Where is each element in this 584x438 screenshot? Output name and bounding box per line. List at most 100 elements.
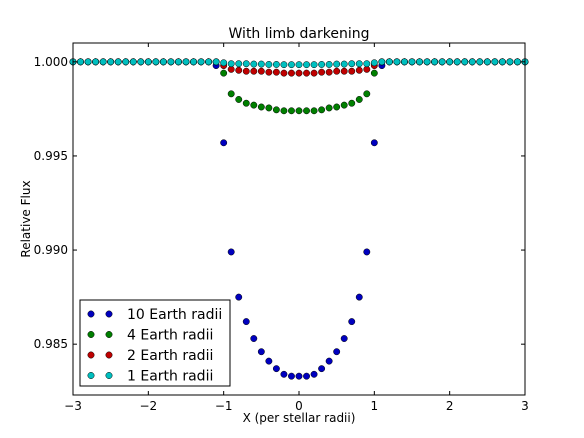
data-point <box>333 103 341 111</box>
data-point <box>242 318 250 326</box>
data-point <box>355 96 363 103</box>
legend-marker <box>105 351 113 359</box>
legend-marker <box>87 351 95 359</box>
legend-label: 1 Earth radii <box>127 369 213 385</box>
data-point <box>514 58 521 66</box>
data-point <box>242 67 250 75</box>
data-point <box>242 99 250 107</box>
data-point <box>363 248 371 256</box>
x-tick-label: 0 <box>295 399 303 413</box>
data-point <box>280 107 288 115</box>
data-point <box>333 348 341 356</box>
data-point <box>242 60 250 68</box>
data-point <box>272 365 280 373</box>
data-point <box>325 357 333 365</box>
data-point <box>295 372 303 380</box>
data-point <box>175 58 182 66</box>
y-tick-label: 0.985 <box>34 337 68 351</box>
data-point <box>491 58 499 66</box>
legend-entry: 4 Earth radii <box>87 328 213 344</box>
data-point <box>340 67 348 75</box>
data-point <box>340 335 348 342</box>
data-point <box>408 58 416 66</box>
data-point <box>303 61 310 69</box>
legend-entry: 2 Earth radii <box>87 348 213 364</box>
data-point <box>92 58 100 66</box>
data-point <box>257 348 265 356</box>
data-point <box>348 99 356 107</box>
data-point <box>77 58 84 66</box>
data-point <box>333 67 341 75</box>
data-point <box>401 58 408 66</box>
data-point <box>498 58 506 66</box>
data-point <box>288 69 295 77</box>
x-tick-label: 1 <box>371 399 379 413</box>
x-tick-label: 3 <box>521 399 529 413</box>
x-tick-label: −2 <box>139 399 157 413</box>
data-point <box>220 69 228 77</box>
data-point <box>340 101 348 109</box>
data-point <box>310 69 318 77</box>
x-tick-label: −1 <box>215 399 233 413</box>
data-point <box>348 318 356 326</box>
data-point <box>310 370 318 378</box>
data-point <box>272 61 280 68</box>
data-point <box>370 139 378 147</box>
data-marks <box>69 58 529 380</box>
data-point <box>167 58 175 66</box>
data-point <box>318 106 326 114</box>
data-point <box>227 60 235 68</box>
data-point <box>295 61 303 69</box>
legend-marker <box>87 372 95 379</box>
data-point <box>235 66 243 74</box>
axis-ticks: −3 −2 −1 0 1 2 3 0.985 0.990 0.995 1.000 <box>34 43 529 413</box>
data-point <box>220 139 228 147</box>
legend-marker <box>87 310 95 318</box>
data-point <box>280 69 288 77</box>
legend: 10 Earth radii 4 Earth radii 2 Earth radii… <box>79 299 231 387</box>
data-point <box>250 60 258 68</box>
data-point <box>385 58 393 66</box>
data-point <box>84 58 92 66</box>
data-point <box>288 372 295 380</box>
data-point <box>483 58 491 66</box>
data-point <box>235 96 243 103</box>
data-point <box>212 58 220 66</box>
chart-title: With limb darkening <box>229 26 370 42</box>
legend-marker <box>105 372 113 379</box>
data-point <box>461 58 469 66</box>
data-point <box>122 58 130 66</box>
data-point <box>325 68 333 76</box>
data-point <box>137 58 145 66</box>
data-point <box>250 101 258 109</box>
data-point <box>288 107 295 115</box>
data-point <box>416 58 423 66</box>
data-point <box>303 69 310 77</box>
data-point <box>318 61 326 68</box>
data-point <box>378 58 386 66</box>
data-point <box>348 67 356 75</box>
x-tick-label: 2 <box>446 399 454 413</box>
data-point <box>265 357 273 365</box>
data-point <box>310 61 318 69</box>
data-point <box>446 58 454 66</box>
data-point <box>257 103 265 111</box>
data-point <box>227 90 235 98</box>
data-point <box>250 335 258 342</box>
data-point <box>325 61 333 68</box>
data-point <box>265 68 273 76</box>
data-point <box>114 58 122 66</box>
data-point <box>235 60 243 68</box>
y-tick-label: 1.000 <box>34 55 68 69</box>
data-point <box>265 61 273 68</box>
data-point <box>438 58 446 66</box>
data-point <box>393 58 401 66</box>
data-point <box>370 59 378 67</box>
data-point <box>257 60 265 68</box>
data-point <box>348 60 356 68</box>
data-point <box>423 58 431 66</box>
legend-entry: 1 Earth radii <box>87 369 213 385</box>
data-point <box>129 58 137 66</box>
legend-box <box>79 299 231 387</box>
data-point <box>288 61 295 69</box>
